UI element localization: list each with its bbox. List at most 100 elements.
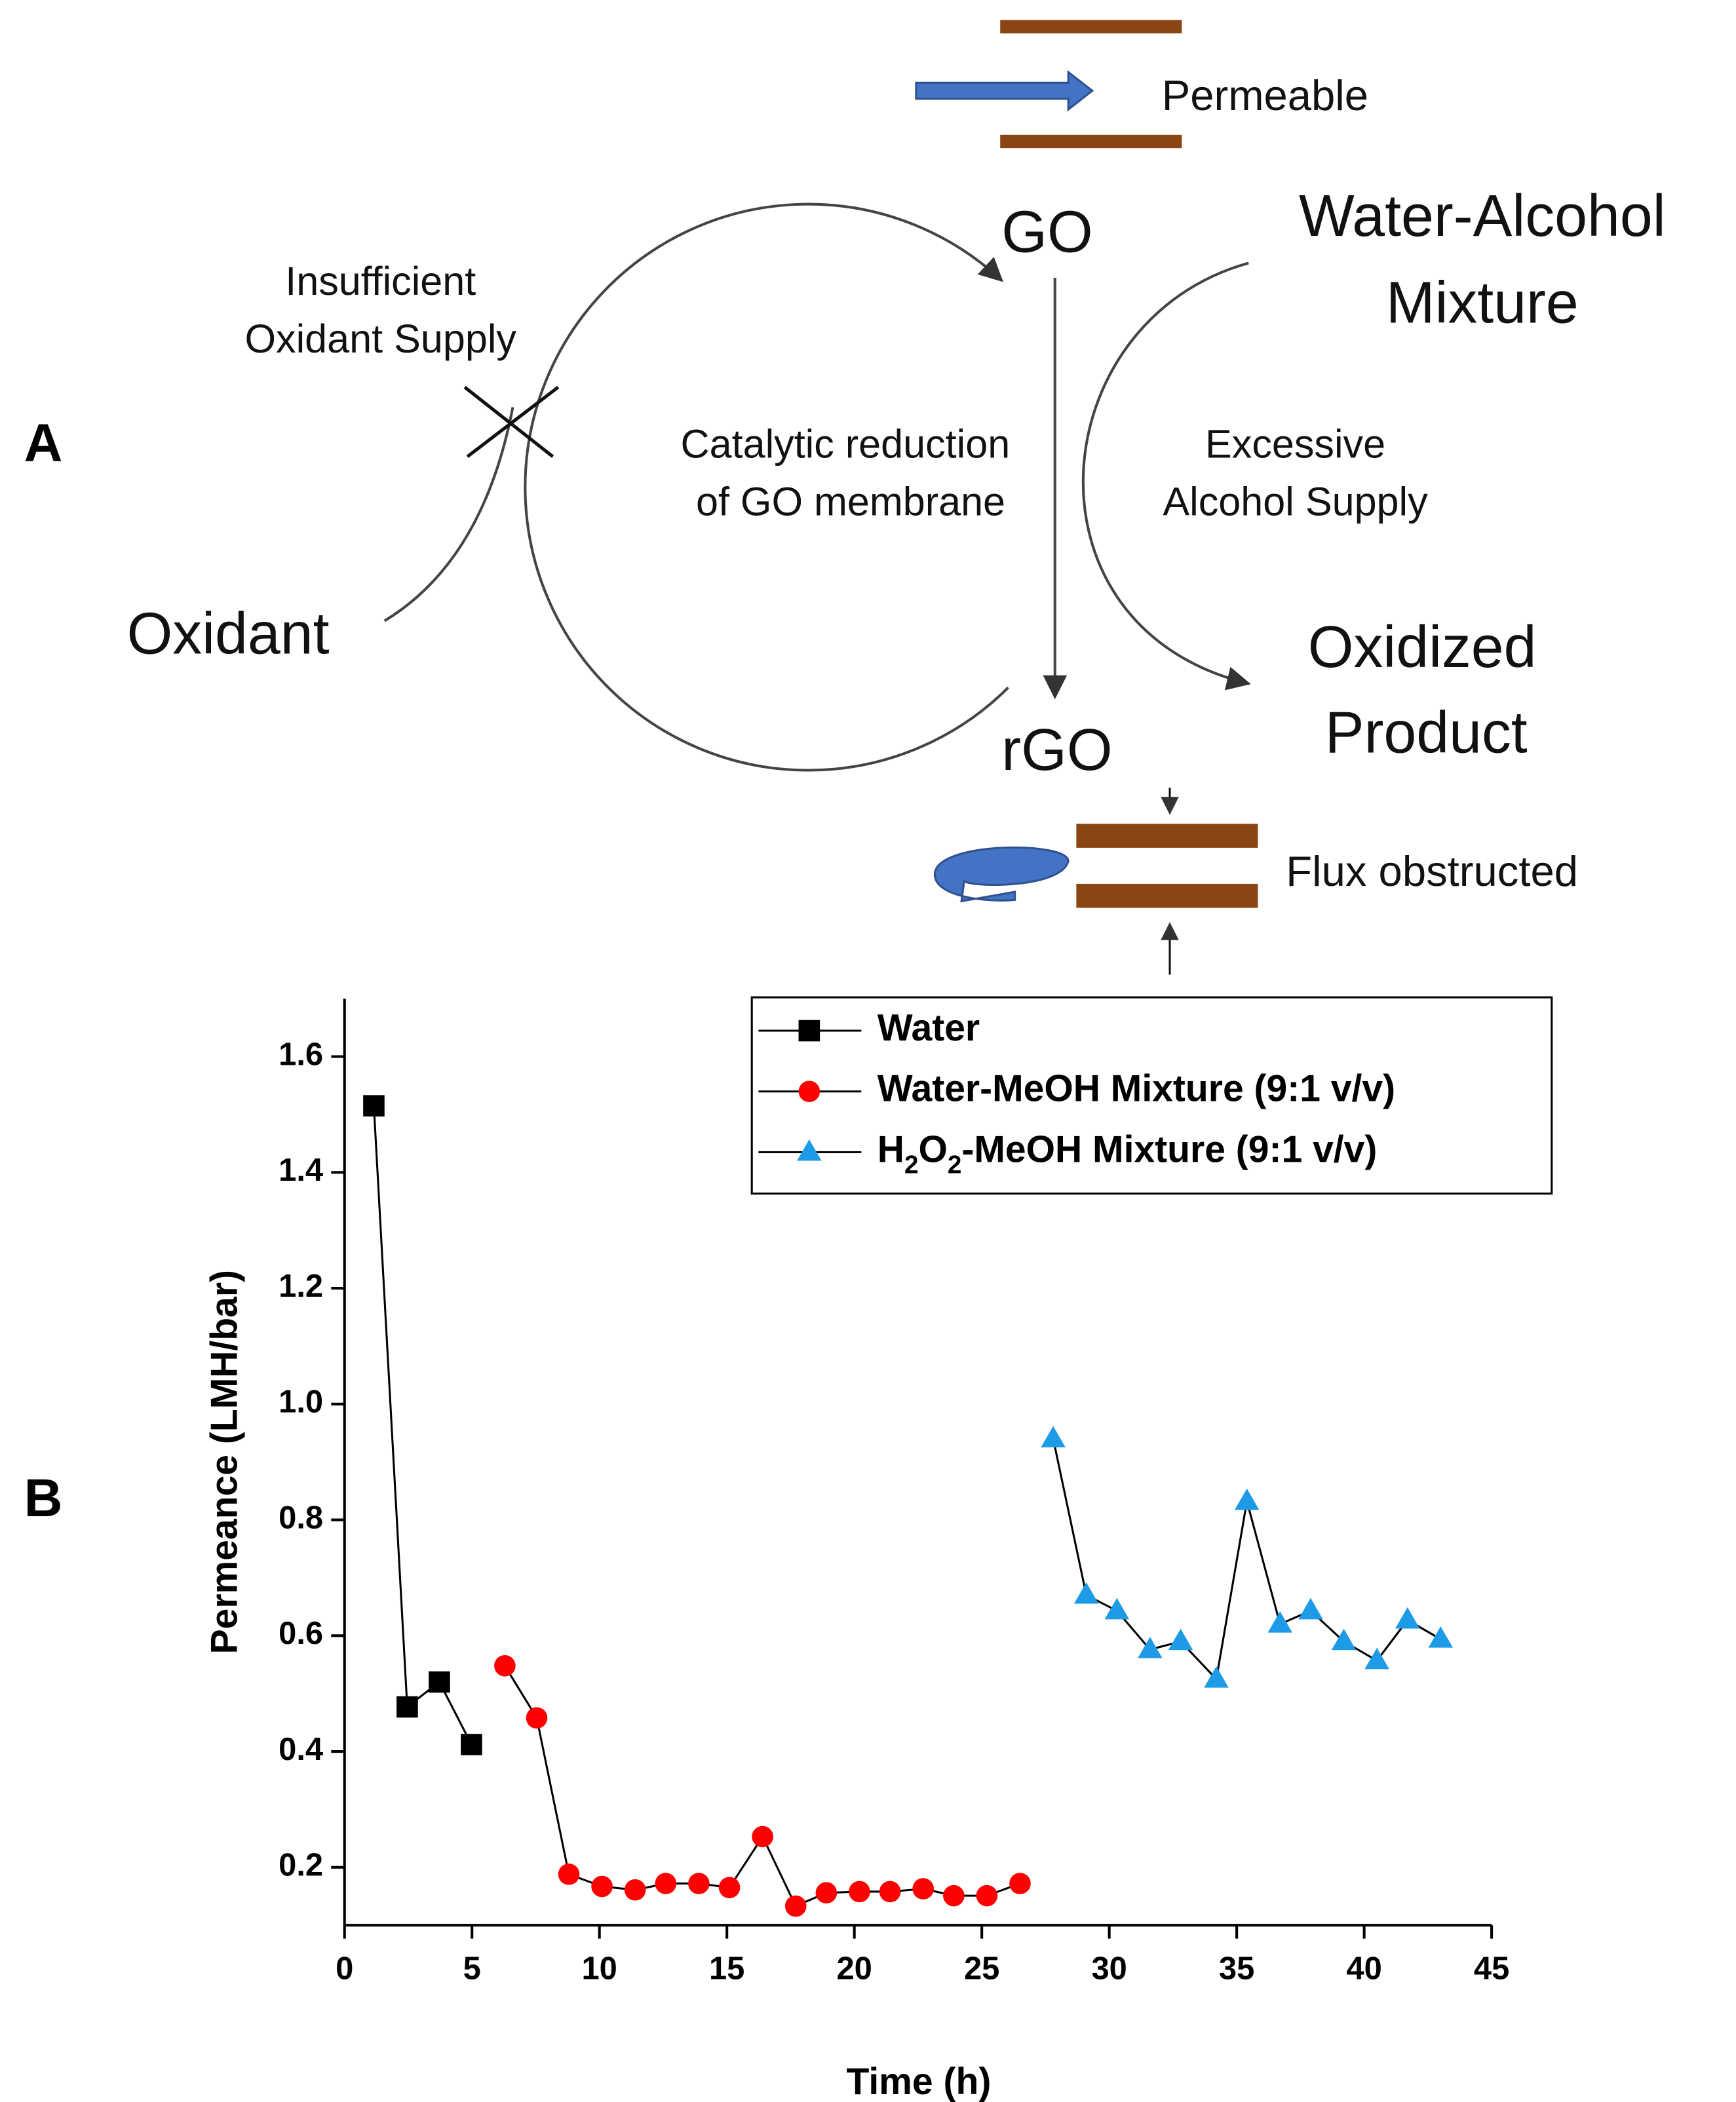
- panel-label: B: [24, 1468, 63, 1528]
- x-tick-label: 25: [964, 1951, 999, 1986]
- panel-label: A: [24, 413, 63, 473]
- legend-label-part: Water-MeOH Mixture (9:1 v/v): [878, 1068, 1395, 1110]
- marker: [879, 1881, 901, 1903]
- marker: [1204, 1666, 1229, 1688]
- marker: [797, 1139, 822, 1161]
- y-tick-label: 0.4: [279, 1732, 323, 1767]
- marker: [1138, 1636, 1163, 1658]
- marker: [591, 1875, 613, 1898]
- label: Catalytic reduction: [681, 422, 1011, 467]
- marker: [526, 1707, 548, 1729]
- label: Water-Alcohol: [1299, 183, 1666, 248]
- marker: [1395, 1607, 1420, 1629]
- membrane-layer: [1000, 20, 1182, 33]
- series-line: [372, 1105, 473, 1746]
- marker: [429, 1671, 450, 1693]
- legend-label-part: O: [918, 1129, 947, 1171]
- marker: [1428, 1626, 1454, 1648]
- marker: [461, 1734, 482, 1755]
- x-tick-label: 0: [336, 1951, 353, 1986]
- y-tick-label: 0.6: [279, 1616, 323, 1651]
- flow-arrow: [915, 69, 1094, 112]
- cross: [466, 385, 560, 458]
- legend-label-part: -MeOH Mixture (9:1 v/v): [961, 1129, 1377, 1171]
- cycle-arc: [524, 202, 1009, 772]
- marker: [655, 1873, 677, 1894]
- marker: [1104, 1597, 1130, 1620]
- marker: [815, 1882, 838, 1904]
- marker: [1073, 1582, 1099, 1604]
- legend-label-part: 2: [948, 1151, 962, 1179]
- marker: [1364, 1647, 1389, 1670]
- marker: [943, 1884, 965, 1907]
- cross: [463, 385, 554, 458]
- legend-label-part: 2: [904, 1151, 919, 1179]
- x-tick-label: 10: [582, 1951, 617, 1986]
- label: Oxidized: [1308, 614, 1537, 679]
- marker: [849, 1881, 870, 1903]
- legend-label: Water: [878, 1007, 980, 1049]
- marker: [1168, 1628, 1193, 1651]
- y-tick-label: 1.6: [279, 1037, 323, 1072]
- series-line: [1052, 1438, 1442, 1681]
- marker: [976, 1884, 998, 1907]
- y-tick-label: 0.2: [279, 1848, 323, 1883]
- legend-box: [750, 996, 1553, 1195]
- marker: [624, 1879, 646, 1901]
- x-tick-label: 30: [1091, 1951, 1127, 1986]
- label: Flux obstructed: [1286, 847, 1578, 895]
- label: of GO membrane: [696, 479, 1005, 524]
- marker: [1009, 1873, 1031, 1894]
- marker: [1331, 1628, 1357, 1651]
- label: Mixture: [1386, 269, 1579, 335]
- label: Insufficient: [285, 259, 476, 303]
- x-axis-title: Time (h): [847, 2061, 992, 2102]
- marker: [1234, 1488, 1260, 1510]
- marker: [1267, 1611, 1293, 1633]
- membrane-layer: [1076, 883, 1258, 908]
- label: Excessive: [1205, 422, 1385, 467]
- y-tick-label: 0.8: [279, 1500, 323, 1535]
- y-tick-label: 1.0: [279, 1385, 323, 1420]
- diagram: A Permeable GO Water-Alcohol Mixture Ins…: [24, 20, 1666, 975]
- label: Oxidant: [127, 601, 330, 666]
- marker: [798, 1080, 820, 1103]
- label: Permeable: [1162, 71, 1368, 119]
- label: Oxidant Supply: [245, 316, 517, 361]
- label: Alcohol Supply: [1163, 479, 1428, 524]
- y-axis-title: Permeance (LMH/bar): [203, 1270, 245, 1654]
- membrane-layer: [1000, 134, 1182, 149]
- oxidant-curve: [383, 407, 514, 622]
- marker: [912, 1878, 934, 1900]
- legend-label: H2O2-MeOH Mixture (9:1 v/v): [878, 1129, 1378, 1179]
- x-tick-label: 15: [709, 1951, 744, 1986]
- legend-label: Water-MeOH Mixture (9:1 v/v): [878, 1068, 1395, 1110]
- marker: [558, 1863, 580, 1885]
- marker: [396, 1696, 418, 1718]
- label: GO: [1001, 199, 1092, 264]
- y-tick-label: 1.2: [279, 1269, 323, 1304]
- alcohol-arc: [1081, 261, 1251, 691]
- marker: [1041, 1426, 1066, 1447]
- legend-label-part: H: [878, 1129, 904, 1171]
- marker: [494, 1654, 516, 1677]
- membrane-layer: [1076, 824, 1258, 848]
- x-tick-label: 45: [1474, 1951, 1509, 1986]
- legend-label-part: Water: [878, 1007, 980, 1049]
- series-line: [504, 1665, 1021, 1908]
- marker: [798, 1020, 820, 1042]
- x-tick-label: 20: [836, 1951, 872, 1986]
- marker: [1298, 1597, 1323, 1620]
- x-tick-label: 35: [1219, 1951, 1254, 1986]
- y-tick-label: 1.4: [279, 1153, 323, 1188]
- label: Product: [1325, 699, 1528, 765]
- blocked-flow-arrow: [933, 846, 1070, 903]
- marker: [718, 1877, 741, 1899]
- x-tick-label: 5: [463, 1951, 481, 1986]
- marker: [752, 1825, 773, 1848]
- x-tick-label: 40: [1346, 1951, 1381, 1986]
- marker: [363, 1095, 385, 1117]
- label: rGO: [1001, 717, 1112, 782]
